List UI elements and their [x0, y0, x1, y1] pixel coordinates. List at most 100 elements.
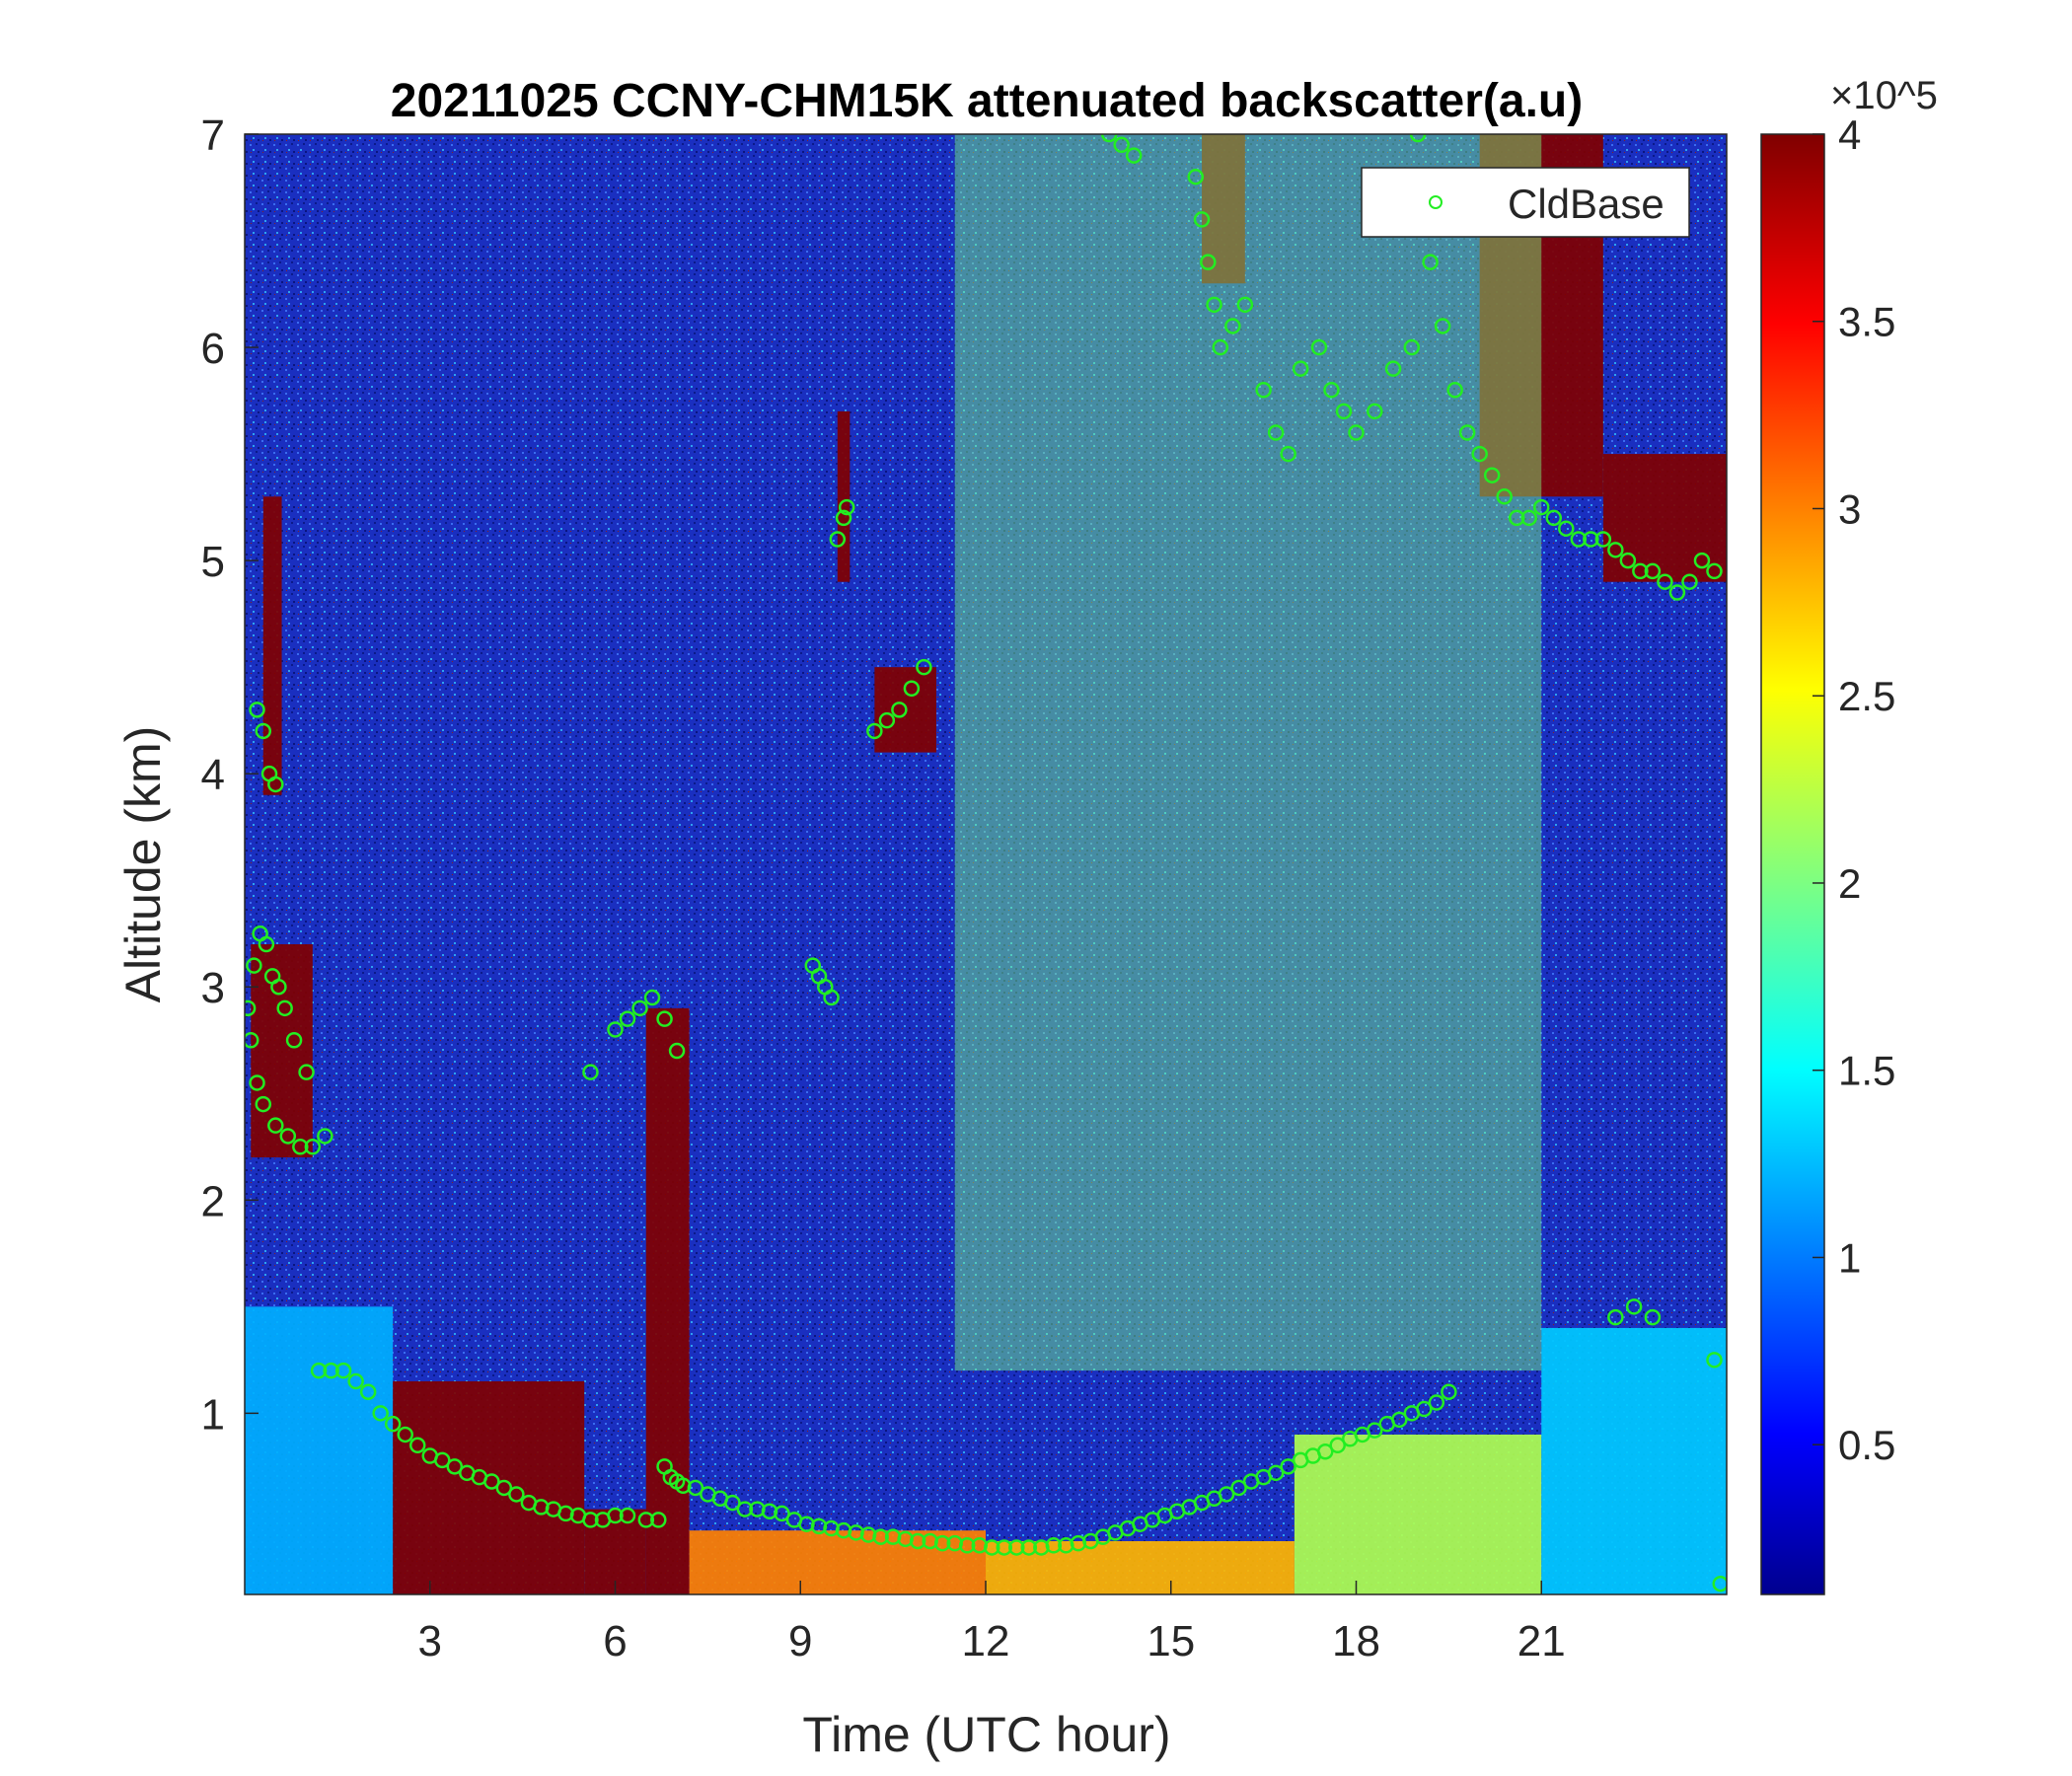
colorbar-ticks: 0.5 1 1.5 2 2.5 3 3.5 4 [1813, 111, 1895, 1468]
cldbase-point [1545, 509, 1563, 527]
heatmap-region-15 [954, 134, 1542, 1371]
cldbase-point [643, 989, 661, 1006]
colorbar-tick-label: 3 [1838, 485, 1861, 532]
cldbase-point [1206, 296, 1222, 314]
cldbase-point [1323, 382, 1340, 399]
plot-area [245, 134, 1727, 1594]
cldbase-point [276, 999, 293, 1017]
cldbase-point [1367, 403, 1383, 420]
cldbase-point [397, 1426, 413, 1443]
cldbase-point [656, 1010, 673, 1027]
cldbase-point [267, 776, 284, 793]
cldbase-point [1409, 134, 1427, 143]
cldbase-point [249, 1074, 265, 1091]
y-tick-label: 5 [201, 538, 225, 586]
cldbase-point [508, 1486, 525, 1503]
cldbase-point [258, 935, 275, 953]
x-tick-label: 21 [1517, 1617, 1566, 1665]
cldbase-point [1193, 211, 1211, 228]
cldbase-point [292, 1139, 309, 1155]
cldbase-point [1496, 488, 1513, 505]
cldbase-point [1520, 509, 1537, 527]
cldbase-point [270, 978, 287, 996]
cldbase-point [631, 999, 648, 1017]
cldbase-point [1212, 338, 1229, 356]
cldbase-point [984, 1539, 1000, 1556]
heatmap-region-4 [689, 1530, 986, 1594]
cldbase-point [255, 722, 272, 740]
cldbase-point [1292, 360, 1309, 377]
cldbase-point [878, 711, 896, 729]
x-tick-label: 6 [603, 1617, 627, 1665]
cldbase-point [1224, 318, 1241, 334]
y-axis-label: Altitude (km) [115, 726, 171, 1003]
cldbase-point [1255, 382, 1272, 399]
legend: CldBase [1361, 167, 1690, 238]
cldbase-point [372, 1405, 389, 1422]
cldbase-point [1471, 445, 1488, 463]
cldbase-point [1403, 338, 1421, 356]
cldbase-point [1619, 552, 1637, 569]
cldbase-point [1200, 254, 1217, 270]
cldbase-point [255, 1095, 272, 1113]
cldbase-point [736, 1501, 754, 1517]
cldbase-point [1558, 520, 1575, 537]
cldbase-point [1113, 136, 1130, 154]
x-axis-ticks: 3 6 9 12 15 18 21 [418, 1581, 1566, 1665]
cldbase-point [872, 1528, 889, 1545]
cldbase-point [1712, 1575, 1727, 1592]
cldbase-point [823, 989, 840, 1006]
cldbase-point [1508, 509, 1525, 527]
heatmap-region-6 [1294, 1434, 1542, 1594]
heatmap-region-14 [1602, 454, 1727, 582]
cldbase-point [1391, 1411, 1408, 1429]
heatmap-region-9 [262, 496, 282, 795]
x-tick-label: 18 [1332, 1617, 1380, 1665]
cldbase-point [1335, 403, 1353, 420]
cldbase-point [1583, 531, 1599, 548]
cldbase-point [317, 1128, 333, 1145]
cldbase-point [933, 1534, 951, 1552]
cldbase-point [829, 531, 847, 548]
cldbase-point [619, 1507, 636, 1524]
cldbase-point [483, 1473, 500, 1490]
colorbar-tick-label: 3.5 [1838, 299, 1895, 345]
cldbase-point [607, 1507, 624, 1524]
y-tick-label: 6 [201, 325, 225, 373]
colorbar-tick-label: 2 [1838, 860, 1861, 907]
y-tick-label: 2 [201, 1177, 225, 1225]
cldbase-point [1100, 134, 1118, 143]
cldbase-point [1230, 1479, 1247, 1497]
x-tick-label: 15 [1147, 1617, 1195, 1665]
cldbase-point [909, 1532, 926, 1550]
cldbase-point [1428, 1394, 1445, 1411]
cldbase-point [323, 1362, 339, 1379]
cldbase-point [1625, 1298, 1643, 1315]
cldbase-point [1446, 382, 1463, 399]
heatmap-regions [245, 134, 1727, 1594]
colorbar-multiplier: ×10^5 [1830, 74, 1938, 117]
colorbar-bar [1760, 133, 1825, 1595]
cldbase-point [1570, 531, 1588, 548]
cldbase-point [996, 1539, 1013, 1556]
cldbase-point [1045, 1537, 1063, 1554]
cldbase-point [1632, 562, 1649, 580]
heatmap-region-3 [645, 1007, 690, 1594]
cldbase-point [1681, 573, 1698, 590]
cldbase-point [1657, 573, 1673, 590]
cldbase-point [1020, 1539, 1038, 1556]
cldbase-point [267, 1117, 284, 1134]
cldbase-point [650, 1512, 667, 1528]
chart-title: 20211025 CCNY-CHM15K attenuated backscat… [391, 75, 1583, 127]
cldbase-point [958, 1537, 976, 1554]
heatmap-region-10 [837, 410, 851, 582]
cldbase-point [1668, 584, 1686, 601]
cldbase-point [1441, 1383, 1457, 1400]
cldbase-point [1236, 296, 1254, 314]
cldbase-point [246, 957, 262, 974]
cldbase-point [619, 1010, 636, 1027]
cldbase-point [607, 1021, 624, 1038]
cldbase-point [1434, 318, 1451, 334]
colorbar-tick-label: 4 [1838, 111, 1861, 158]
